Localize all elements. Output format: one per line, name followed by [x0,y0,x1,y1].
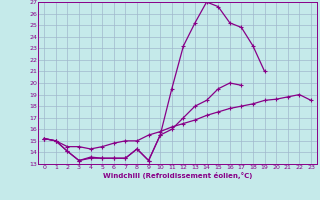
X-axis label: Windchill (Refroidissement éolien,°C): Windchill (Refroidissement éolien,°C) [103,172,252,179]
